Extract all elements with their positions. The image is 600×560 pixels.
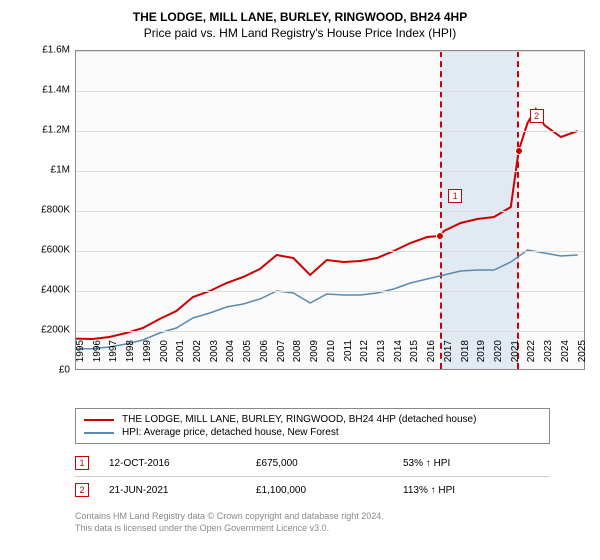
x-axis-label: 2014 bbox=[393, 340, 404, 375]
x-axis-label: 2016 bbox=[426, 340, 437, 375]
y-axis-label: £1M bbox=[30, 165, 70, 176]
data-row: 2 21-JUN-2021£1,100,000113% ↑ HPI bbox=[75, 477, 550, 503]
x-axis-label: 2006 bbox=[259, 340, 270, 375]
x-axis-label: 2000 bbox=[159, 340, 170, 375]
x-axis-label: 2023 bbox=[543, 340, 554, 375]
x-axis-label: 2025 bbox=[577, 340, 588, 375]
y-axis-label: £200K bbox=[30, 325, 70, 336]
gridline bbox=[76, 211, 584, 212]
x-axis-label: 2008 bbox=[292, 340, 303, 375]
x-axis-label: 1995 bbox=[75, 340, 86, 375]
x-axis-label: 1998 bbox=[125, 340, 136, 375]
x-axis-label: 2024 bbox=[560, 340, 571, 375]
price-marker bbox=[515, 147, 523, 155]
gridline bbox=[76, 131, 584, 132]
x-axis-label: 2020 bbox=[493, 340, 504, 375]
data-row-marker: 2 bbox=[75, 483, 89, 497]
x-axis-label: 2015 bbox=[409, 340, 420, 375]
x-axis-label: 2004 bbox=[225, 340, 236, 375]
x-axis-label: 1997 bbox=[108, 340, 119, 375]
data-row-marker: 1 bbox=[75, 456, 89, 470]
legend-swatch bbox=[84, 432, 114, 434]
chart-title: THE LODGE, MILL LANE, BURLEY, RINGWOOD, … bbox=[15, 10, 585, 24]
data-rows: 1 12-OCT-2016£675,00053% ↑ HPI 2 21-JUN-202… bbox=[75, 450, 550, 503]
footer-line1: Contains HM Land Registry data © Crown c… bbox=[75, 511, 585, 523]
data-row-date: 21-JUN-2021 bbox=[109, 485, 256, 496]
footer: Contains HM Land Registry data © Crown c… bbox=[75, 511, 585, 534]
y-axis-label: £600K bbox=[30, 245, 70, 256]
x-axis-label: 1999 bbox=[142, 340, 153, 375]
x-axis-label: 2018 bbox=[460, 340, 471, 375]
footer-line2: This data is licensed under the Open Gov… bbox=[75, 523, 585, 535]
x-axis-label: 2022 bbox=[526, 340, 537, 375]
x-axis-label: 2007 bbox=[276, 340, 287, 375]
series-hpi bbox=[76, 250, 578, 349]
x-axis-label: 2009 bbox=[309, 340, 320, 375]
y-axis-label: £1.6M bbox=[30, 45, 70, 56]
gridline bbox=[76, 291, 584, 292]
gridline bbox=[76, 51, 584, 52]
legend: THE LODGE, MILL LANE, BURLEY, RINGWOOD, … bbox=[75, 408, 550, 444]
chart-container: THE LODGE, MILL LANE, BURLEY, RINGWOOD, … bbox=[0, 0, 600, 560]
gridline bbox=[76, 331, 584, 332]
y-axis-label: £1.4M bbox=[30, 85, 70, 96]
x-axis-label: 2013 bbox=[376, 340, 387, 375]
data-row-hpi: 113% ↑ HPI bbox=[403, 485, 550, 496]
y-axis-label: £800K bbox=[30, 205, 70, 216]
price-marker bbox=[436, 232, 444, 240]
data-row: 1 12-OCT-2016£675,00053% ↑ HPI bbox=[75, 450, 550, 477]
y-axis-label: £0 bbox=[30, 365, 70, 376]
price-marker-label: 2 bbox=[530, 109, 544, 123]
x-axis-label: 2010 bbox=[326, 340, 337, 375]
legend-label: HPI: Average price, detached house, New … bbox=[122, 427, 339, 438]
legend-row: HPI: Average price, detached house, New … bbox=[84, 426, 541, 439]
data-row-date: 12-OCT-2016 bbox=[109, 458, 256, 469]
data-row-price: £675,000 bbox=[256, 458, 403, 469]
data-row-hpi: 53% ↑ HPI bbox=[403, 458, 550, 469]
gridline bbox=[76, 251, 584, 252]
series-lodge bbox=[76, 109, 578, 339]
x-axis-label: 2019 bbox=[476, 340, 487, 375]
x-axis-label: 2021 bbox=[510, 340, 521, 375]
x-axis-label: 2005 bbox=[242, 340, 253, 375]
gridline bbox=[76, 91, 584, 92]
data-row-price: £1,100,000 bbox=[256, 485, 403, 496]
y-axis-label: £1.2M bbox=[30, 125, 70, 136]
gridline bbox=[76, 171, 584, 172]
y-axis-label: £400K bbox=[30, 285, 70, 296]
price-marker-label: 1 bbox=[448, 189, 462, 203]
x-axis-label: 2011 bbox=[343, 340, 354, 375]
x-axis-label: 1996 bbox=[92, 340, 103, 375]
plot-inner: 12 bbox=[75, 50, 585, 370]
legend-label: THE LODGE, MILL LANE, BURLEY, RINGWOOD, … bbox=[122, 414, 476, 425]
x-axis-label: 2001 bbox=[175, 340, 186, 375]
chart-subtitle: Price paid vs. HM Land Registry's House … bbox=[15, 26, 585, 40]
x-axis-label: 2002 bbox=[192, 340, 203, 375]
plot-area: 12 £0£200K£400K£600K£800K£1M£1.2M£1.4M£1… bbox=[35, 50, 585, 400]
x-axis-label: 2017 bbox=[443, 340, 454, 375]
legend-swatch bbox=[84, 419, 114, 421]
legend-row: THE LODGE, MILL LANE, BURLEY, RINGWOOD, … bbox=[84, 413, 541, 426]
x-axis-label: 2012 bbox=[359, 340, 370, 375]
x-axis-label: 2003 bbox=[209, 340, 220, 375]
